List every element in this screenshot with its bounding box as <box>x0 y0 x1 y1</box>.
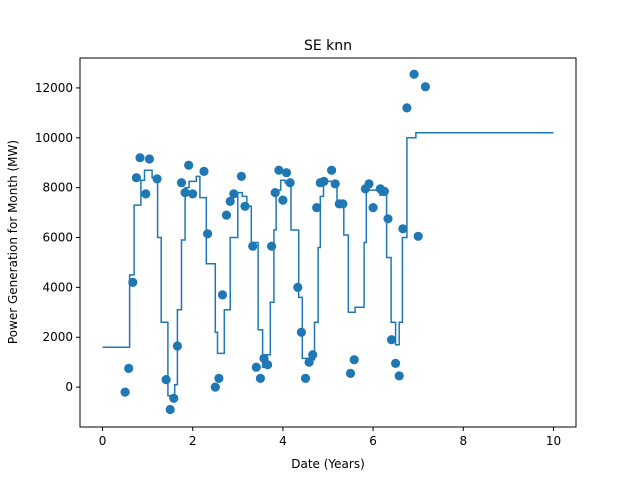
y-tick-label: 0 <box>65 380 73 394</box>
scatter-point <box>387 335 397 345</box>
scatter-point <box>229 189 239 199</box>
y-tick-label: 6000 <box>42 231 73 245</box>
y-tick-label: 12000 <box>35 81 73 95</box>
scatter-point <box>383 214 393 224</box>
x-tick-label: 0 <box>99 434 107 448</box>
scatter-point <box>161 375 171 385</box>
scatter-point <box>184 160 194 170</box>
scatter-point <box>285 178 295 188</box>
scatter-point <box>345 368 356 378</box>
scatter-point <box>248 241 258 251</box>
y-tick-label: 10000 <box>35 131 73 145</box>
scatter-point <box>135 153 145 163</box>
scatter-point <box>293 282 303 292</box>
scatter-point <box>394 371 404 381</box>
scatter-point <box>236 171 246 181</box>
scatter-point <box>300 373 311 383</box>
chart-title: SE knn <box>304 38 352 54</box>
scatter-point <box>409 69 419 79</box>
y-axis-label: Power Generation for Month (MW) <box>6 140 20 344</box>
x-tick-label: 2 <box>189 434 197 448</box>
scatter-point <box>364 179 374 189</box>
plot-area <box>102 69 554 415</box>
y-tick-label: 8000 <box>42 181 73 195</box>
scatter-point <box>131 173 141 183</box>
scatter-point <box>141 189 151 199</box>
scatter-point <box>274 165 284 175</box>
scatter-point <box>203 229 213 239</box>
scatter-point <box>152 174 162 184</box>
scatter-point <box>251 362 261 372</box>
x-tick-label: 6 <box>369 434 377 448</box>
scatter-point <box>165 404 175 415</box>
scatter-point <box>296 327 306 337</box>
scatter-point <box>267 241 277 251</box>
scatter-point <box>338 199 348 209</box>
scatter-point <box>330 179 340 189</box>
scatter-point <box>217 290 228 300</box>
scatter-point <box>398 224 408 234</box>
scatter-point <box>120 387 130 397</box>
y-tick-label: 4000 <box>42 280 73 294</box>
scatter-point <box>255 373 265 383</box>
y-axis: 0 2000 4000 6000 8000 10000 12000 <box>35 81 80 394</box>
scatter-point <box>176 178 187 188</box>
scatter-point <box>327 165 337 175</box>
scatter-point <box>263 360 273 370</box>
scatter-point <box>225 196 235 206</box>
scatter-point <box>312 203 322 213</box>
x-tick-label: 8 <box>459 434 467 448</box>
scatter-point <box>221 210 232 220</box>
scatter-point <box>391 358 401 368</box>
scatter-point <box>308 350 318 360</box>
scatter-point <box>188 189 198 199</box>
scatter-point <box>319 176 329 186</box>
x-axis-label: Date (Years) <box>291 457 365 471</box>
scatter-point <box>413 231 423 241</box>
scatter-point <box>199 166 209 176</box>
scatter-point <box>270 188 280 198</box>
scatter-point <box>124 363 134 373</box>
axes-frame <box>79 57 577 428</box>
scatter-point <box>368 203 378 213</box>
y-tick-label: 2000 <box>42 330 73 344</box>
step-line <box>102 132 554 397</box>
scatter-point <box>180 188 190 198</box>
scatter-point <box>402 103 412 113</box>
x-tick-label: 4 <box>279 434 287 448</box>
scatter-point <box>172 341 182 351</box>
scatter-point <box>304 357 314 367</box>
scatter-point <box>281 168 292 178</box>
scatter-point <box>214 373 224 383</box>
x-tick-label: 10 <box>546 434 561 448</box>
scatter-point <box>210 382 220 392</box>
scatter-point <box>349 355 359 365</box>
scatter-point <box>278 195 288 205</box>
scatter-point <box>379 186 389 196</box>
scatter-point <box>128 277 138 287</box>
x-axis: 0 2 4 6 8 10 <box>99 427 561 448</box>
scatter-point <box>169 393 179 403</box>
scatter-point <box>240 201 250 211</box>
scatter-point <box>420 82 430 92</box>
scatter-point <box>144 154 154 164</box>
